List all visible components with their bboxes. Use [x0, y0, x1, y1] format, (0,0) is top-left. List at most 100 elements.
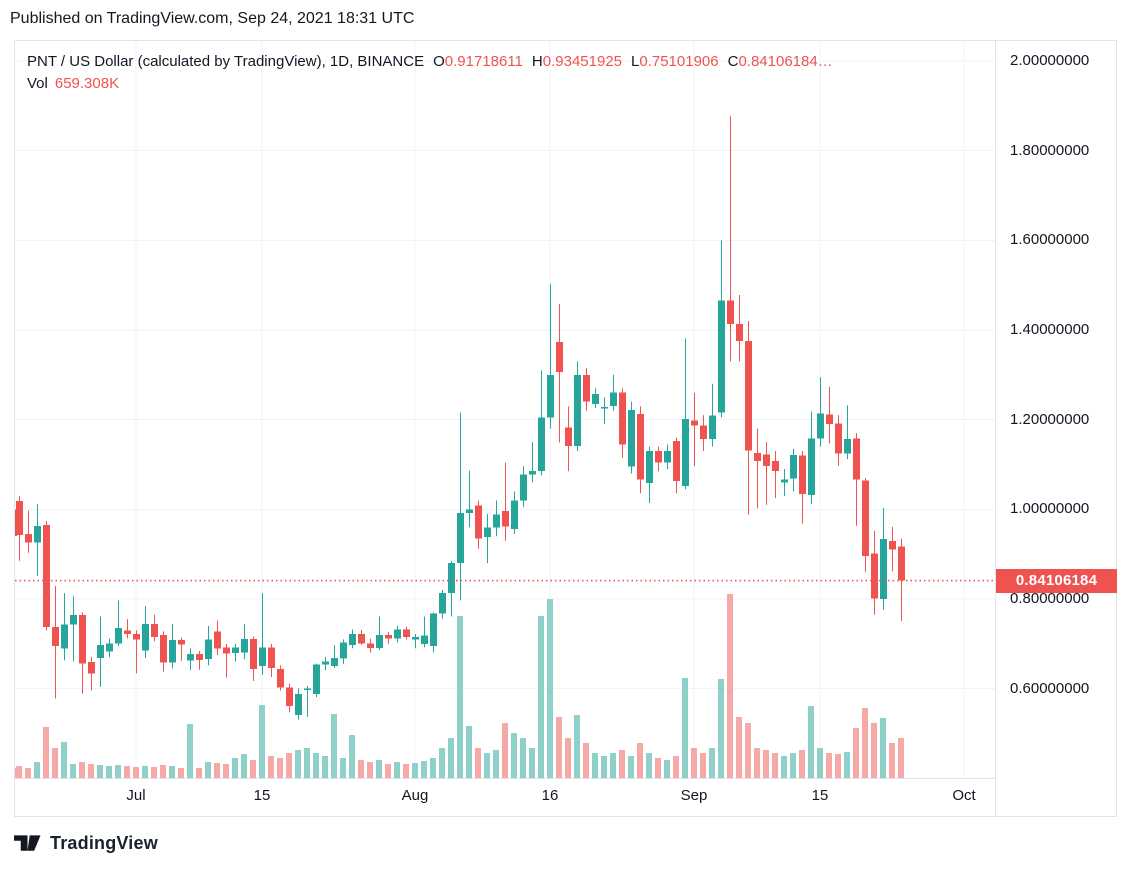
tradingview-logo[interactable]: TradingView [14, 833, 158, 854]
volume-bar [709, 748, 715, 778]
candle-body [754, 452, 761, 461]
last-price-badge: 0.84106184 [996, 568, 1117, 593]
volume-bar [466, 726, 472, 778]
candle-body [889, 541, 896, 550]
candle-body [43, 525, 50, 628]
candle-body [277, 668, 284, 688]
volume-bar [70, 763, 76, 778]
candle-body [799, 455, 806, 495]
volume-bar [547, 599, 553, 778]
candle-body [331, 658, 338, 666]
volume-bar [628, 755, 634, 778]
candle-body [178, 640, 185, 645]
candle-body [169, 640, 176, 663]
time-axis-label: 15 [811, 787, 829, 804]
candle-body [637, 413, 644, 480]
volume-bar [880, 717, 886, 778]
candle-body [232, 647, 239, 653]
candle-body [187, 654, 194, 661]
candle-body [394, 629, 401, 639]
volume-bar [124, 765, 130, 778]
volume-bar [556, 717, 562, 778]
volume-bar [763, 749, 769, 778]
volume-bar [673, 755, 679, 778]
time-axis-label: 16 [541, 787, 559, 804]
candle-body [547, 374, 554, 418]
volume-bar [250, 759, 256, 778]
time-axis-label: Jul [126, 787, 146, 804]
volume-bar [133, 767, 139, 778]
volume-bar [700, 753, 706, 778]
time-axis-label: Oct [952, 787, 976, 804]
volume-bar [43, 726, 49, 778]
candle-body [592, 394, 599, 404]
volume-bar [538, 616, 544, 778]
candle-body [583, 374, 590, 402]
volume-bar [574, 715, 580, 778]
time-axis-label: Sep [680, 787, 708, 804]
candle-body [196, 654, 203, 660]
volume-bar [835, 753, 841, 778]
volume-bar [646, 753, 652, 778]
candle-body [835, 423, 842, 454]
published-caption: Published on TradingView.com, Sep 24, 20… [10, 10, 415, 27]
volume-bar [772, 753, 778, 778]
candle-body [655, 451, 662, 463]
candle-body [520, 474, 527, 501]
chart-pane[interactable]: PNT / US Dollar (calculated by TradingVi… [15, 41, 995, 778]
candle-body [808, 438, 815, 495]
candle-body [844, 438, 851, 454]
volume-bar [349, 734, 355, 778]
time-axis[interactable]: Jul 15 Aug 16 Sep 15 Oct [15, 778, 1116, 817]
candle-body [304, 688, 311, 691]
candle-body [151, 624, 158, 638]
price-axis-label: 1.80000000 [1010, 141, 1090, 159]
candle-body [70, 615, 77, 625]
volume-bar [484, 753, 490, 778]
price-axis[interactable]: 0.84106184 2.00000000 1.80000000 1.6000000… [995, 41, 1117, 816]
volume-bar [385, 763, 391, 778]
candle-body [34, 525, 41, 543]
price-axis-label: 1.20000000 [1010, 410, 1090, 428]
volume-bar [421, 761, 427, 778]
volume-bar [394, 761, 400, 778]
volume-bar [718, 678, 724, 778]
candle-body [322, 661, 329, 665]
candle-body [439, 593, 446, 614]
candle-body [457, 512, 464, 564]
candle-body [286, 687, 293, 707]
volume-bar [106, 765, 112, 778]
candle-body [313, 664, 320, 695]
candle-body [403, 629, 410, 638]
volume-bar [664, 759, 670, 778]
volume-bar [745, 722, 751, 778]
candle-body [295, 694, 302, 716]
candle-body [565, 427, 572, 447]
candle-body [412, 637, 419, 640]
candle-body [718, 300, 725, 413]
volume-bar [430, 757, 436, 778]
candle-body [817, 413, 824, 439]
volume-bar [367, 761, 373, 778]
tradingview-icon [14, 834, 41, 851]
candle-body [475, 505, 482, 539]
price-axis-label: 2.00000000 [1010, 52, 1090, 69]
candle-body [448, 563, 455, 594]
candle-body [709, 415, 716, 439]
volume-bar [304, 748, 310, 778]
volume-bar [655, 757, 661, 778]
volume-bar [151, 767, 157, 778]
volume-bar [79, 761, 85, 778]
volume-bar [862, 707, 868, 778]
volume-bar [97, 765, 103, 778]
candlestick-chart[interactable] [15, 41, 995, 778]
volume-bar [448, 738, 454, 778]
volume-bar [565, 738, 571, 778]
candle-body [97, 645, 104, 659]
volume-bar [781, 755, 787, 778]
time-axis-label: 15 [253, 787, 271, 804]
volume-bar [169, 765, 175, 778]
volume-bar [88, 763, 94, 778]
volume-bar [727, 593, 733, 778]
candle-body [484, 527, 491, 538]
